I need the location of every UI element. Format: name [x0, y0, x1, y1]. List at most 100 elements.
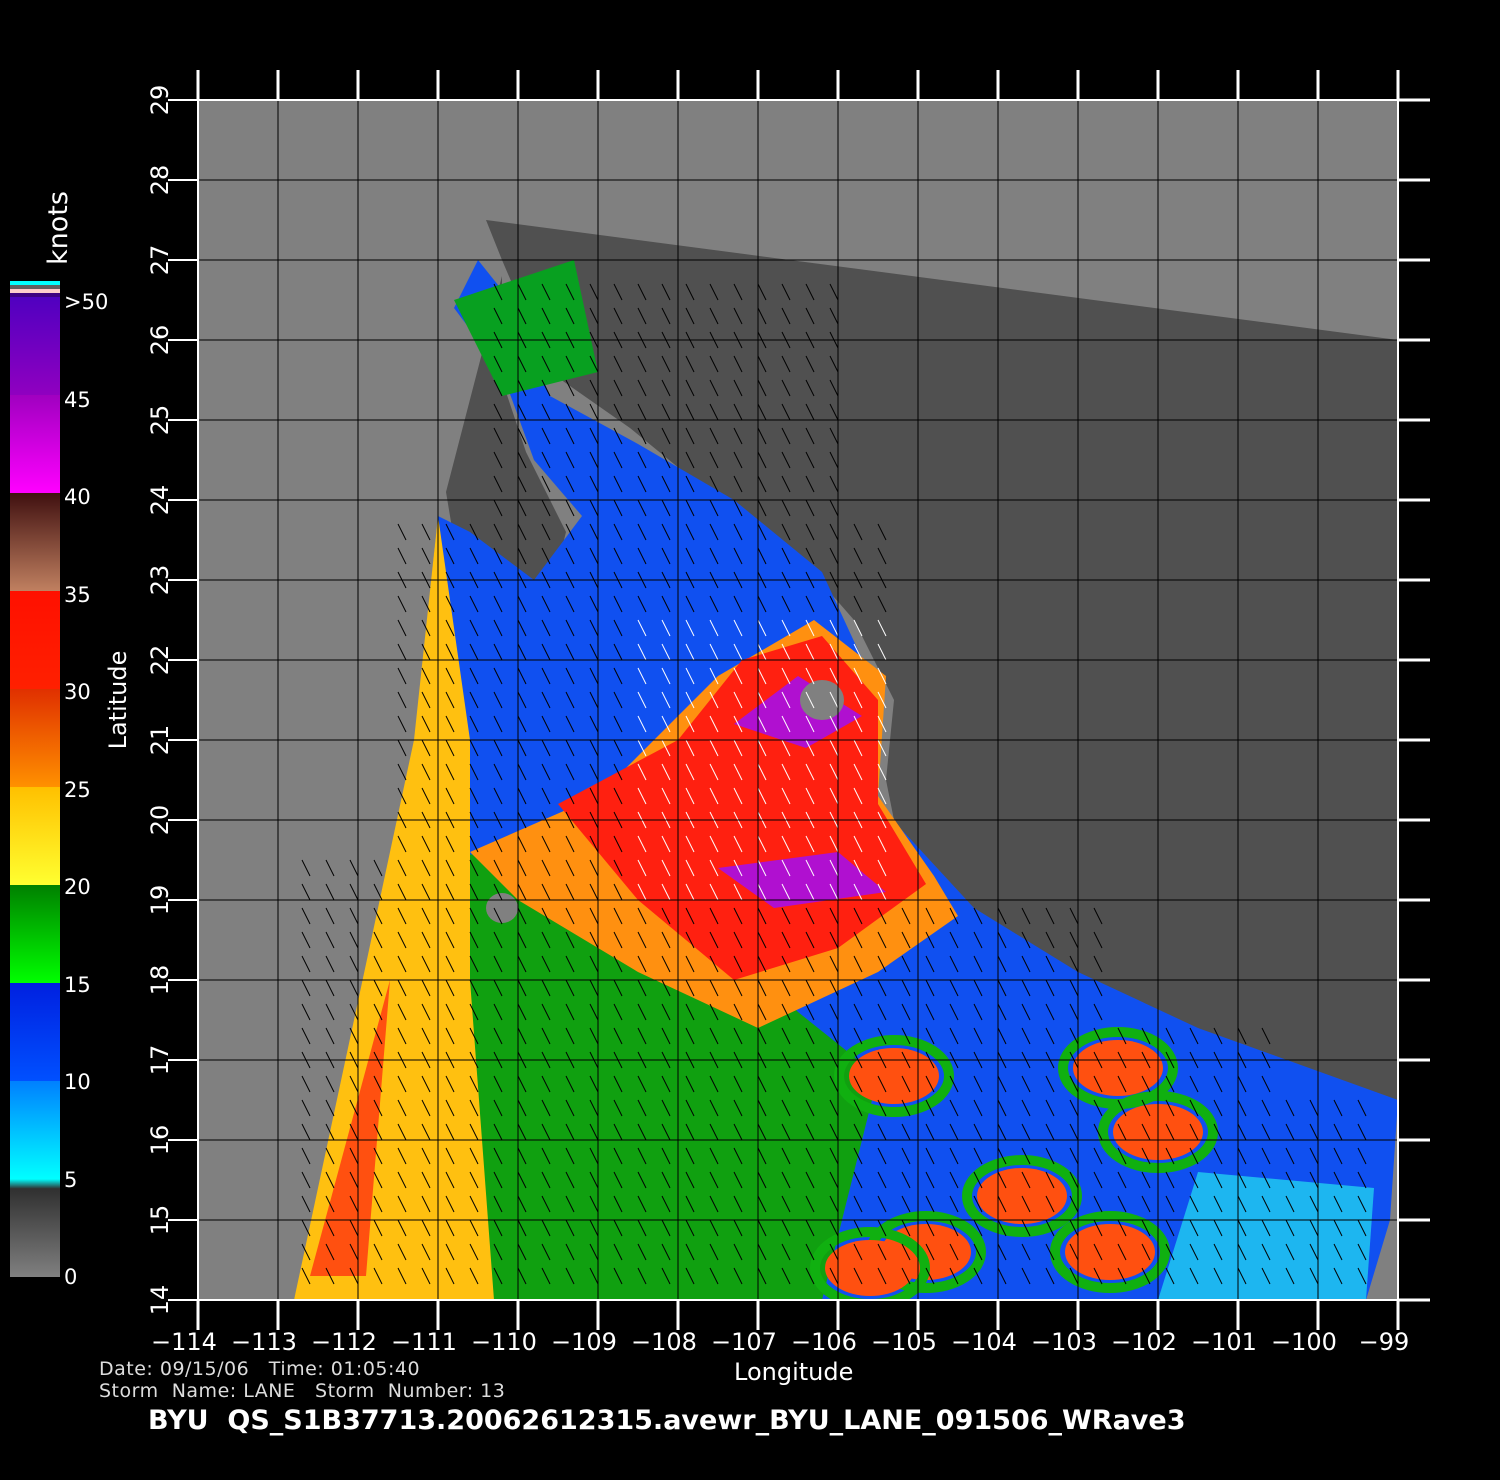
wind-barb — [565, 1147, 575, 1165]
wind-barb — [373, 1099, 383, 1117]
wind-barb — [733, 907, 743, 925]
wind-barb — [1093, 1027, 1103, 1045]
wind-barb — [589, 1123, 599, 1141]
wind-barb — [613, 883, 623, 901]
wind-barb — [541, 955, 551, 973]
wind-barb — [949, 1219, 959, 1237]
wind-barb — [325, 1243, 335, 1261]
wind-barb — [421, 691, 431, 709]
wind-barb — [1333, 1195, 1343, 1213]
wind-barb — [781, 1243, 791, 1261]
wind-barb — [541, 1243, 551, 1261]
wind-barb — [1285, 1243, 1295, 1261]
wind-barb — [853, 883, 863, 901]
wind-barb — [853, 1075, 863, 1093]
wind-barb — [757, 931, 767, 949]
wind-barb — [589, 499, 599, 517]
wind-barb — [325, 1027, 335, 1045]
wind-barb — [325, 859, 335, 877]
wind-barb — [325, 1267, 335, 1285]
wind-barb — [1213, 1171, 1223, 1189]
wind-barb — [589, 643, 599, 661]
wind-barb — [709, 859, 719, 877]
wind-barb — [445, 1267, 455, 1285]
wind-barb — [877, 523, 887, 541]
wind-barb — [1045, 1003, 1055, 1021]
wind-barb — [421, 979, 431, 997]
wind-barb — [637, 883, 647, 901]
wind-barb — [1165, 1099, 1175, 1117]
wind-barb — [1309, 1147, 1319, 1165]
wind-barb — [805, 1027, 815, 1045]
wind-barb — [541, 739, 551, 757]
wind-barb — [349, 1123, 359, 1141]
wind-barb — [757, 883, 767, 901]
wind-barb — [541, 979, 551, 997]
wind-barb — [421, 1147, 431, 1165]
wind-barb — [709, 1267, 719, 1285]
wind-barb — [637, 379, 647, 397]
wind-barb — [1069, 1123, 1079, 1141]
wind-barb — [565, 643, 575, 661]
wind-barb — [757, 1243, 767, 1261]
wind-barb — [1213, 1195, 1223, 1213]
colorbar-label: 0 — [64, 1265, 78, 1289]
wind-barb — [565, 547, 575, 565]
wind-barb — [373, 1171, 383, 1189]
wind-barb — [517, 451, 527, 469]
wind-barb — [661, 1003, 671, 1021]
wind-barb — [781, 451, 791, 469]
wind-barb — [589, 907, 599, 925]
wind-barb — [829, 451, 839, 469]
wind-barb — [757, 1219, 767, 1237]
wind-barb — [1021, 1003, 1031, 1021]
wind-barb — [853, 1219, 863, 1237]
wind-barb — [517, 1027, 527, 1045]
wind-barb — [637, 427, 647, 445]
wind-barb — [421, 643, 431, 661]
wind-barb — [565, 835, 575, 853]
x-tick-label: −102 — [1111, 1328, 1177, 1356]
wind-barb — [541, 283, 551, 301]
wind-barb — [421, 1075, 431, 1093]
wind-barb — [661, 307, 671, 325]
wind-barb — [925, 1171, 935, 1189]
land-mask — [486, 220, 1398, 1108]
x-tick-label: −111 — [391, 1328, 457, 1356]
wind-barb — [877, 1195, 887, 1213]
wind-barb — [397, 859, 407, 877]
wind-barb — [301, 1267, 311, 1285]
wind-barb — [421, 1267, 431, 1285]
wind-barb — [445, 1219, 455, 1237]
wind-barb — [901, 1267, 911, 1285]
wind-barb — [349, 1075, 359, 1093]
wind-barb — [661, 427, 671, 445]
wind-barb — [517, 1075, 527, 1093]
wind-barb — [1357, 1147, 1367, 1165]
wind-barb — [805, 931, 815, 949]
wind-barb — [421, 547, 431, 565]
wind-barb — [757, 427, 767, 445]
y-tick-label: 25 — [146, 404, 174, 436]
wind-barb — [733, 1099, 743, 1117]
wind-barb — [421, 835, 431, 853]
wind-barb — [469, 955, 479, 973]
wind-barb — [829, 715, 839, 733]
wind-barb — [613, 1147, 623, 1165]
wind-barb — [1261, 1027, 1271, 1045]
wind-barb — [829, 739, 839, 757]
wind-barb — [445, 523, 455, 541]
wind-barb — [325, 931, 335, 949]
wind-barb — [565, 931, 575, 949]
wind-barb — [1117, 1123, 1127, 1141]
wind-barb — [517, 667, 527, 685]
wind-barb — [685, 691, 695, 709]
wind-barb — [349, 1267, 359, 1285]
wind-barb — [541, 523, 551, 541]
wind-barb — [877, 547, 887, 565]
wind-barb — [925, 979, 935, 997]
wind-barb — [1309, 1267, 1319, 1285]
wind-barb — [757, 619, 767, 637]
wind-barb — [685, 523, 695, 541]
wind-barb — [829, 835, 839, 853]
